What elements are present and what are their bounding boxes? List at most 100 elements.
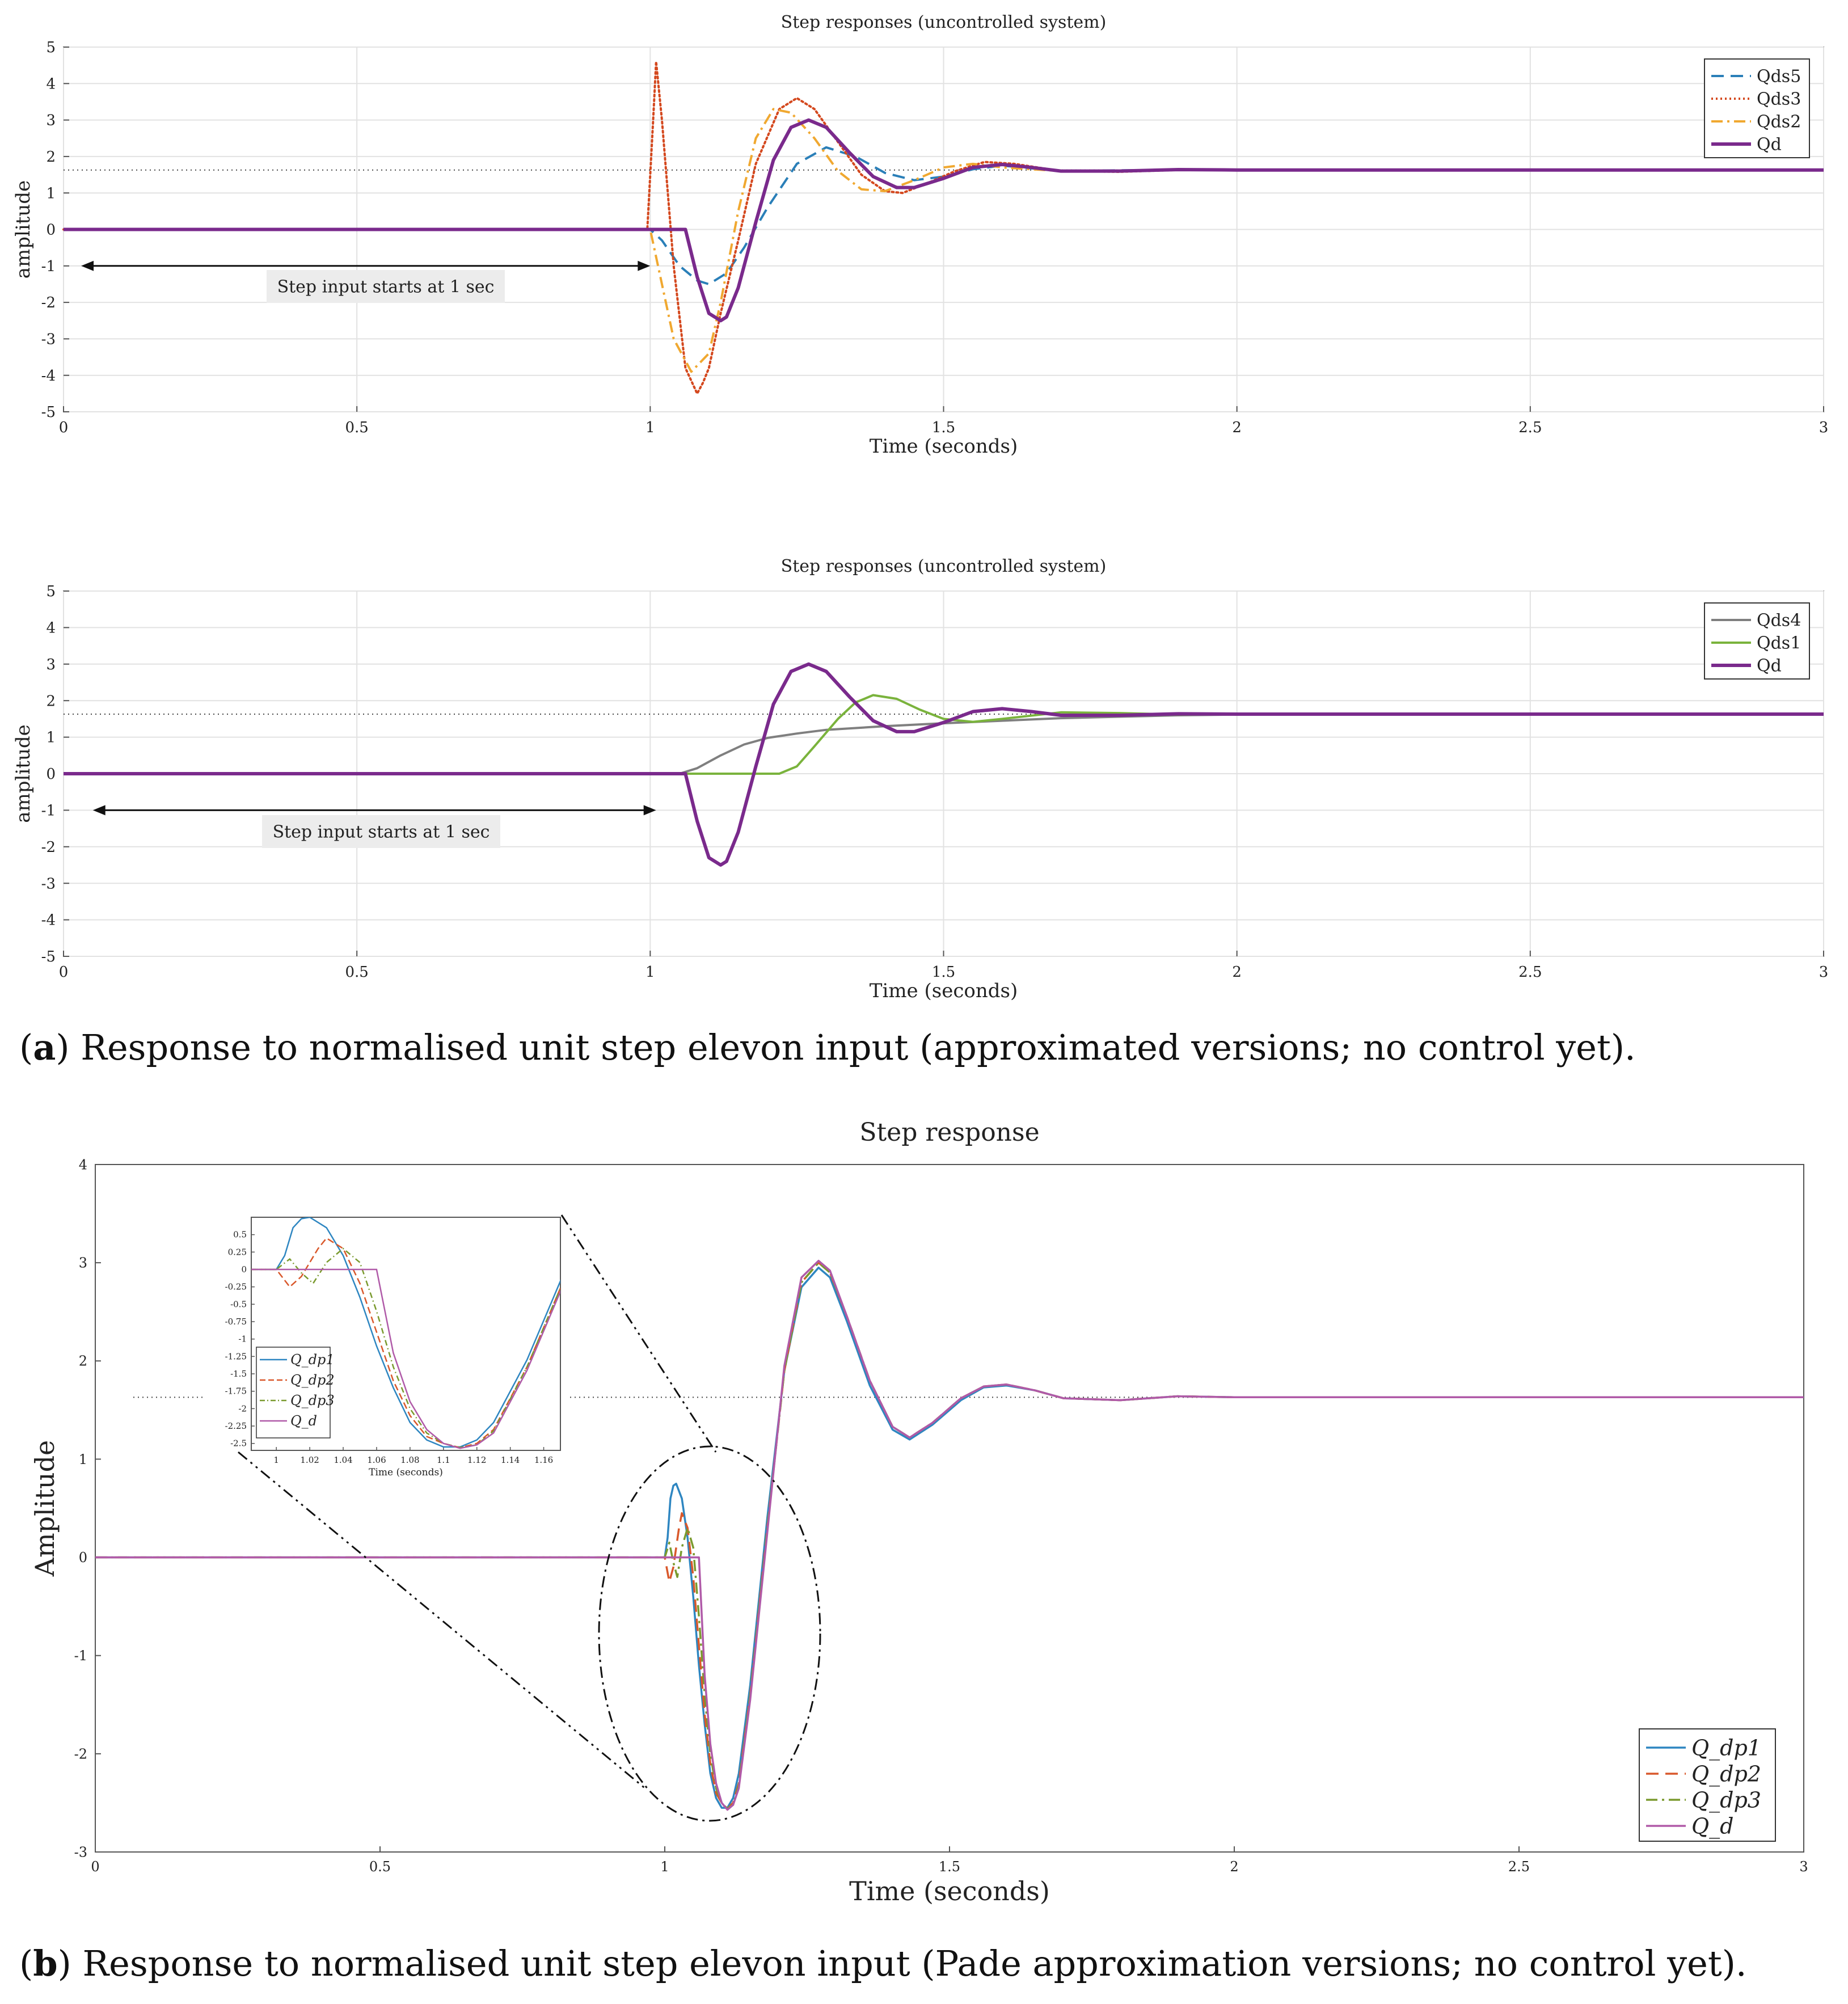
caption-b-letter: b [33, 1943, 58, 1984]
x-tick-label: 1 [645, 419, 655, 436]
x-tick-label: 1 [645, 964, 655, 981]
inset-series-line-q-d [251, 1268, 560, 1449]
x-tick-label: 0.5 [345, 964, 368, 981]
inset-x-tick-label: 1.02 [300, 1455, 319, 1465]
y-tick-label: 5 [46, 39, 56, 56]
inset-y-tick-label: -1.75 [225, 1386, 247, 1397]
zoom-region-ellipse [598, 1445, 821, 1822]
y-tick-label: 1 [46, 185, 56, 202]
y-tick-label: 3 [79, 1255, 87, 1271]
inset-x-tick-label: 1.14 [501, 1455, 520, 1465]
y-tick-label: 3 [46, 656, 56, 673]
inset-x-tick-label: 1.1 [437, 1455, 450, 1465]
inset-x-tick-label: 1 [273, 1455, 279, 1465]
legend-label: Q_d [1691, 1813, 1733, 1839]
annotation-arrow-head-left [92, 805, 106, 816]
y-tick-label: -2 [41, 294, 56, 311]
y-tick-label: 5 [46, 583, 56, 600]
inset-y-tick-label: -1.5 [230, 1369, 247, 1379]
y-axis-label: amplitude [12, 724, 35, 822]
legend-label: Qds5 [1757, 67, 1801, 87]
y-tick-label: -1 [74, 1648, 87, 1664]
inset-y-tick-label: -0.75 [225, 1317, 247, 1327]
y-tick-label: 2 [79, 1353, 87, 1369]
caption-a: (a) Response to normalised unit step ele… [19, 1027, 1636, 1068]
series-line-q-d [95, 1259, 1804, 1811]
series-line-qds3 [62, 60, 1825, 395]
x-tick-label: 2.5 [1518, 964, 1542, 981]
y-axis-label: amplitude [12, 180, 35, 279]
annotation-arrow-head-left [81, 260, 94, 271]
x-tick-label: 1 [660, 1859, 669, 1875]
annotation-box [262, 815, 500, 848]
y-tick-label: -4 [41, 368, 56, 385]
x-tick-label: 0.5 [345, 419, 368, 436]
legend-label: Qds2 [1757, 112, 1801, 132]
y-tick-label: 2 [46, 149, 56, 166]
inset-series-line-q-dp2 [251, 1237, 560, 1449]
series-line-qds2 [64, 108, 1824, 373]
series-line-qd [64, 118, 1824, 323]
inset-legend-label: Q_dp2 [290, 1372, 335, 1388]
legend-label: Qd [1757, 135, 1782, 155]
inset-x-tick-label: 1.04 [334, 1455, 352, 1465]
x-axis-label: Time (seconds) [870, 435, 1018, 458]
annotation-text: Step input starts at 1 sec [277, 277, 495, 297]
inset-legend-box [256, 1347, 331, 1438]
legend-label: Q_dp3 [1691, 1787, 1761, 1813]
inset-y-tick-label: -2 [238, 1403, 247, 1414]
y-tick-label: 2 [46, 693, 56, 710]
legend-label: Q_dp1 [1691, 1735, 1761, 1761]
x-tick-label: 1.5 [932, 964, 955, 981]
y-axis-label: Amplitude [29, 1440, 60, 1577]
chart-panel-a-bottom: 0 0.5 1 1.5 2 2.5 3 -5 -4 -3 -2 -1 0 1 2 3 4 5 Step respon… [12, 556, 1828, 1002]
caption-b-text: Response to normalised unit step elevon … [82, 1943, 1747, 1984]
y-tick-label: -5 [41, 404, 56, 421]
y-tick-label: -1 [41, 258, 56, 275]
x-tick-label: 2.5 [1518, 419, 1542, 436]
x-tick-label: 1.5 [932, 419, 955, 436]
y-tick-label: -4 [41, 912, 56, 929]
x-tick-label: 2.5 [1508, 1859, 1530, 1875]
chart-title: Step response [859, 1118, 1039, 1147]
y-tick-label: -2 [41, 839, 56, 856]
inset-x-tick-label: 1.08 [400, 1455, 419, 1465]
chart-panel-b: 0 0.5 1 1.5 2 2.5 3 -3 -2 -1 0 1 2 3 4 Step response Tim… [29, 1118, 1808, 1906]
x-tick-label: 0 [91, 1859, 99, 1875]
y-tick-label: 1 [79, 1452, 87, 1467]
inset-x-tick-label: 1.12 [467, 1455, 486, 1465]
chart-panel-a-top: 0 0.5 1 1.5 2 2.5 3 -5 -4 -3 -2 -1 0 1 2 3 4 5 Step respon… [12, 12, 1828, 458]
legend-label: Qds3 [1757, 90, 1801, 109]
inset-series-line-q-dp3 [251, 1247, 560, 1449]
chart-title: Step responses (uncontrolled system) [781, 12, 1107, 32]
x-tick-label: 3 [1799, 1859, 1808, 1875]
annotation-text: Step input starts at 1 sec [273, 822, 490, 842]
series-line-q-dp1 [95, 1267, 1804, 1809]
inset-y-tick-label: -0.25 [225, 1282, 247, 1292]
legend-label: Qds4 [1757, 611, 1801, 631]
inset-x-tick-label: 1.16 [534, 1455, 553, 1465]
y-tick-label: 4 [46, 620, 56, 637]
legend-label: Q_dp2 [1691, 1761, 1761, 1787]
annotation-arrow-head-right [643, 805, 656, 816]
y-tick-label: -3 [41, 875, 56, 892]
inset-y-tick-label: 0.25 [228, 1247, 247, 1257]
y-tick-label: 0 [46, 222, 56, 239]
inset-legend-label: Q_dp1 [290, 1352, 335, 1368]
inset-series-line-q-dp1 [251, 1217, 560, 1448]
annotation-box [267, 270, 505, 303]
inset-series-group [251, 1217, 560, 1449]
x-tick-label: 0 [59, 419, 69, 436]
x-tick-label: 3 [1819, 964, 1829, 981]
y-tick-label: 1 [46, 729, 56, 746]
zoom-connector-top [560, 1214, 717, 1453]
y-tick-label: 0 [79, 1550, 87, 1566]
y-tick-label: -1 [41, 803, 56, 820]
y-tick-label: -3 [74, 1844, 87, 1860]
y-tick-label: -5 [41, 948, 56, 965]
inset-y-tick-label: -1 [238, 1334, 247, 1344]
annotation-arrow-head-right [638, 260, 651, 271]
inset-y-tick-label: 0.5 [233, 1230, 247, 1240]
x-tick-label: 3 [1819, 419, 1829, 436]
